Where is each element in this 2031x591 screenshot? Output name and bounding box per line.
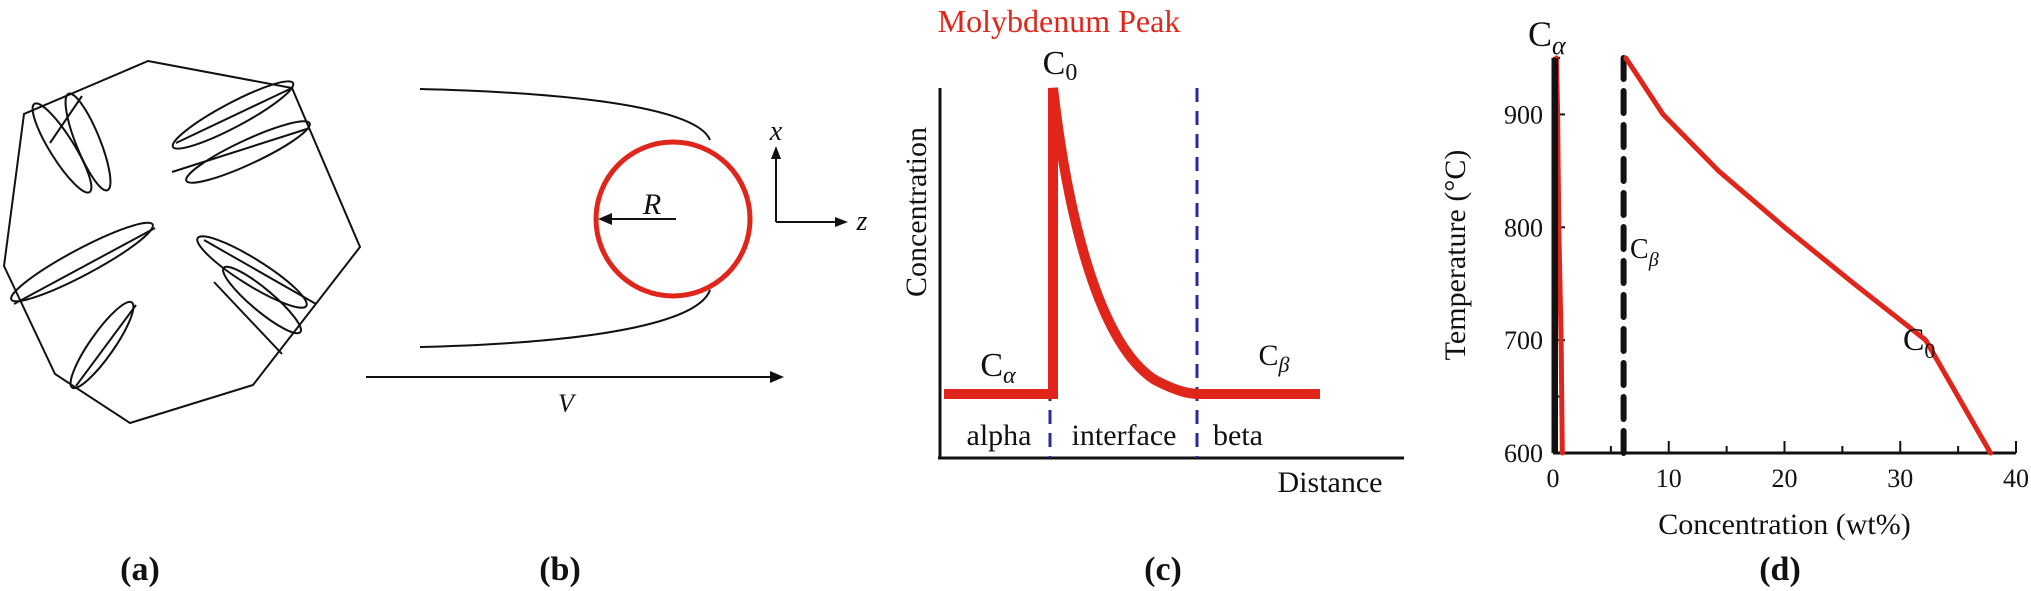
plate-line bbox=[213, 281, 283, 355]
plate-line bbox=[75, 304, 137, 387]
plate-line bbox=[171, 127, 311, 173]
c-beta-label: Cβ bbox=[1259, 339, 1290, 377]
x-arrowhead bbox=[771, 146, 781, 159]
d-series-label: Cα bbox=[1528, 14, 1567, 60]
d-series-label: Cβ bbox=[1630, 234, 1659, 271]
plate-line bbox=[49, 95, 83, 144]
panel-label-b: (b) bbox=[539, 551, 581, 588]
panel-d-chart: 0 10 20 30 40 600 700 800 900 Concentration (wt%)… bbox=[1439, 14, 2029, 541]
plate-precipitate bbox=[10, 221, 154, 303]
molybdenum-peak-title: Molybdenum Peak bbox=[938, 3, 1181, 39]
d-x-tick-label: 20 bbox=[1772, 464, 1798, 493]
panel-label-a: (a) bbox=[120, 551, 160, 588]
grain-outline bbox=[2, 59, 362, 425]
plate-precipitate bbox=[222, 265, 302, 335]
plate-precipitate bbox=[196, 235, 308, 309]
tip-circle bbox=[593, 139, 753, 299]
plate-precipitate bbox=[31, 102, 93, 194]
axis-x-label: x bbox=[769, 116, 783, 147]
d-y-tick-label: 600 bbox=[1504, 439, 1543, 468]
axis-z-label: z bbox=[856, 206, 868, 237]
concentration-profile bbox=[944, 87, 1320, 399]
plate-line bbox=[13, 227, 156, 305]
radius-arrowhead bbox=[598, 213, 612, 225]
z-arrowhead bbox=[835, 217, 848, 227]
plate-precipitate bbox=[171, 80, 295, 150]
plate-line bbox=[203, 239, 317, 305]
d-ylabel: Temperature (°C) bbox=[1439, 150, 1472, 361]
d-series-label: C0 bbox=[1903, 321, 1935, 363]
region-alpha-label: alpha bbox=[967, 419, 1032, 452]
plate-precipitate bbox=[185, 120, 311, 184]
panel-label-c: (c) bbox=[1144, 551, 1182, 588]
d-x-tick-label: 0 bbox=[1547, 464, 1560, 493]
radius-label: R bbox=[642, 188, 661, 221]
panel-c-diagram: Molybdenum Peak C0 Concentration Distanc… bbox=[900, 3, 1404, 499]
d-xlabel: Concentration (wt%) bbox=[1658, 508, 1910, 541]
dendrite-outline bbox=[419, 289, 711, 348]
d-y-tick-label: 700 bbox=[1504, 326, 1543, 355]
c-alpha-label: Cα bbox=[980, 347, 1016, 389]
c-ylabel: Concentration bbox=[900, 127, 933, 297]
d-x-tick-label: 40 bbox=[2003, 464, 2029, 493]
d-series-line bbox=[1623, 55, 1993, 456]
dendrite-outline bbox=[419, 88, 711, 141]
c-xlabel: Distance bbox=[1278, 466, 1383, 499]
panel-b-diagram: R x z V bbox=[366, 88, 868, 418]
d-y-tick-label: 900 bbox=[1504, 100, 1543, 129]
d-y-tick-label: 800 bbox=[1504, 213, 1543, 242]
velocity-label: V bbox=[558, 389, 577, 418]
velocity-arrowhead bbox=[770, 371, 784, 383]
plate-precipitate bbox=[64, 92, 112, 192]
plate-line bbox=[175, 87, 293, 144]
plate-precipitate bbox=[69, 300, 135, 390]
d-x-tick-label: 30 bbox=[1887, 464, 1913, 493]
d-x-tick-label: 10 bbox=[1656, 464, 1682, 493]
region-beta-label: beta bbox=[1213, 419, 1263, 452]
c0-label: C0 bbox=[1043, 45, 1078, 86]
panel-a-diagram bbox=[2, 59, 362, 425]
region-interface-label: interface bbox=[1072, 419, 1177, 452]
panel-label-d: (d) bbox=[1759, 551, 1801, 588]
